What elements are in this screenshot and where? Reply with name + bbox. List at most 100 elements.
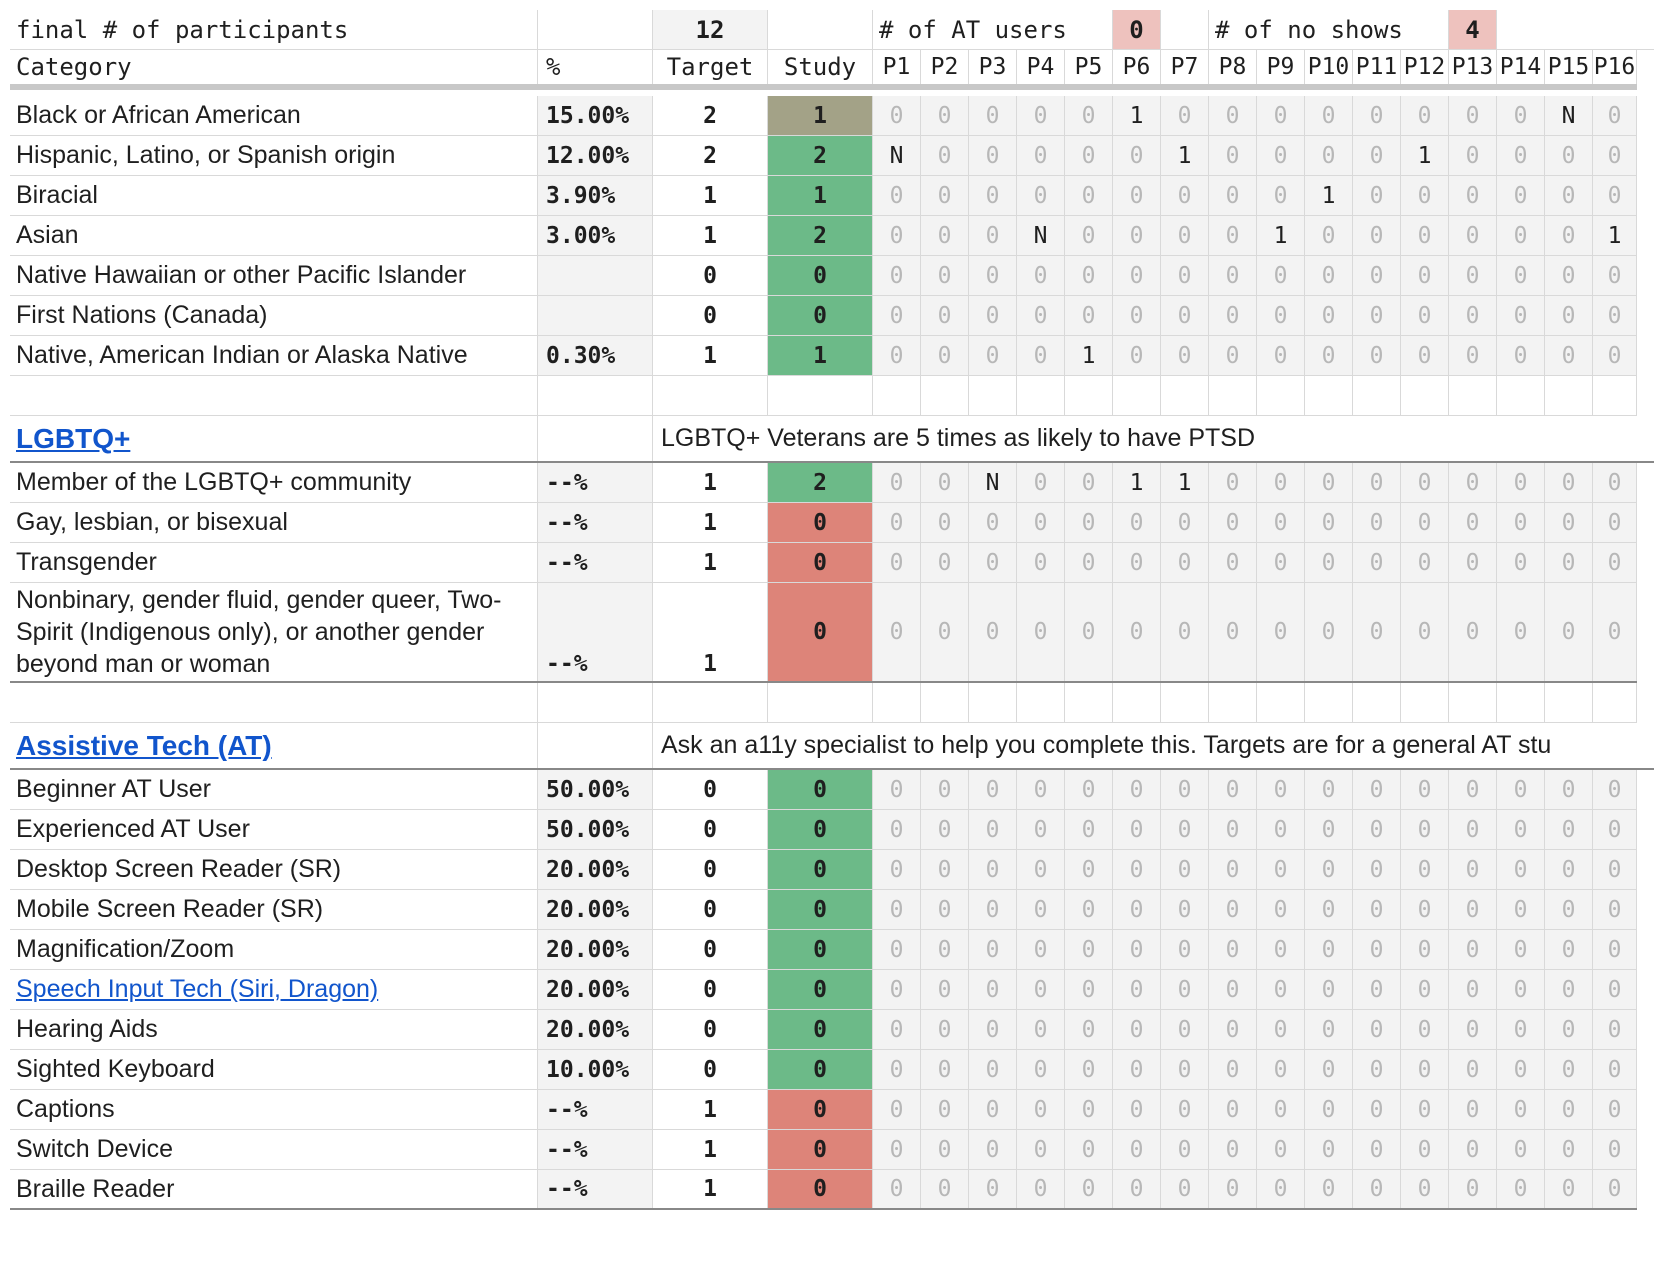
empty-cell[interactable] [1449,376,1497,415]
participant-cell-p1[interactable]: 0 [873,583,921,681]
participant-cell-p3[interactable]: 0 [969,970,1017,1009]
participant-cell-p3[interactable]: N [969,463,1017,502]
participant-cell-p15[interactable]: 0 [1545,1050,1593,1089]
participant-cell-p6[interactable]: 0 [1113,930,1161,969]
participant-cell-p2[interactable]: 0 [921,770,969,809]
participant-cell-p2[interactable]: 0 [921,850,969,889]
pct-cell[interactable]: 20.00% [538,1010,653,1049]
participant-cell-p10[interactable]: 0 [1305,1170,1353,1208]
pct-cell[interactable]: 0.30% [538,336,653,375]
participant-cell-p15[interactable]: 0 [1545,463,1593,502]
participant-cell-p13[interactable]: 0 [1449,850,1497,889]
participant-cell-p15[interactable]: 0 [1545,336,1593,375]
participant-cell-p2[interactable]: 0 [921,463,969,502]
empty-cell[interactable] [969,683,1017,722]
summary-empty-cell-3[interactable] [1161,10,1209,49]
category-cell[interactable]: Member of the LGBTQ+ community [10,463,538,502]
participant-cell-p11[interactable]: 0 [1353,810,1401,849]
participant-cell-p5[interactable]: 0 [1065,503,1113,542]
participant-cell-p7[interactable]: 0 [1161,216,1209,255]
participant-cell-p12[interactable]: 0 [1401,1130,1449,1169]
participant-cell-p8[interactable]: 0 [1209,96,1257,135]
participant-cell-p14[interactable]: 0 [1497,1090,1545,1129]
empty-cell[interactable] [1065,376,1113,415]
participant-cell-p7[interactable]: 0 [1161,1090,1209,1129]
participant-cell-p4[interactable]: 0 [1017,136,1065,175]
participant-cell-p12[interactable]: 0 [1401,543,1449,582]
target-cell[interactable]: 0 [653,810,768,849]
participant-cell-p4[interactable]: 0 [1017,503,1065,542]
participant-cell-p7[interactable]: 1 [1161,463,1209,502]
participant-cell-p13[interactable]: 0 [1449,1170,1497,1208]
empty-cell[interactable] [873,683,921,722]
pct-cell[interactable]: --% [538,1130,653,1169]
participant-cell-p16[interactable]: 0 [1593,136,1637,175]
participant-cell-p15[interactable]: 0 [1545,176,1593,215]
participant-cell-p12[interactable]: 0 [1401,1010,1449,1049]
participant-cell-p15[interactable]: 0 [1545,256,1593,295]
empty-cell[interactable] [1209,683,1257,722]
participant-cell-p10[interactable]: 0 [1305,770,1353,809]
study-cell[interactable]: 0 [768,810,873,849]
participant-cell-p12[interactable]: 0 [1401,810,1449,849]
participant-cell-p5[interactable]: 0 [1065,930,1113,969]
participant-cell-p8[interactable]: 0 [1209,543,1257,582]
target-cell[interactable]: 0 [653,890,768,929]
study-cell[interactable]: 0 [768,1130,873,1169]
empty-cell[interactable] [538,416,653,461]
participant-cell-p10[interactable]: 0 [1305,216,1353,255]
empty-cell[interactable] [1017,683,1065,722]
participant-cell-p12[interactable]: 0 [1401,890,1449,929]
participant-cell-p14[interactable]: 0 [1497,256,1545,295]
participant-cell-p10[interactable]: 0 [1305,1090,1353,1129]
participant-cell-p16[interactable]: 0 [1593,1010,1637,1049]
header-participant-2[interactable]: P2 [921,50,969,84]
participant-cell-p11[interactable]: 0 [1353,1170,1401,1208]
participant-cell-p6[interactable]: 0 [1113,296,1161,335]
participant-cell-p16[interactable]: 0 [1593,503,1637,542]
participant-cell-p5[interactable]: 1 [1065,336,1113,375]
participant-cell-p3[interactable]: 0 [969,1050,1017,1089]
category-cell[interactable]: Native, American Indian or Alaska Native [10,336,538,375]
participant-cell-p5[interactable]: 0 [1065,463,1113,502]
participant-cell-p1[interactable]: 0 [873,890,921,929]
header-participant-13[interactable]: P13 [1449,50,1497,84]
participant-cell-p8[interactable]: 0 [1209,256,1257,295]
empty-cell[interactable] [1545,683,1593,722]
participant-cell-p3[interactable]: 0 [969,1090,1017,1129]
participant-cell-p6[interactable]: 0 [1113,583,1161,681]
participant-cell-p4[interactable]: 0 [1017,1170,1065,1208]
study-cell[interactable]: 0 [768,256,873,295]
pct-cell[interactable]: 10.00% [538,1050,653,1089]
participant-cell-p1[interactable]: 0 [873,176,921,215]
participant-cell-p2[interactable]: 0 [921,503,969,542]
summary-empty-cell-2[interactable] [768,10,873,49]
category-cell[interactable]: Desktop Screen Reader (SR) [10,850,538,889]
participant-cell-p14[interactable]: 0 [1497,890,1545,929]
empty-cell[interactable] [538,683,653,722]
empty-cell[interactable] [1401,683,1449,722]
participant-cell-p14[interactable]: 0 [1497,136,1545,175]
participant-cell-p9[interactable]: 0 [1257,96,1305,135]
participant-cell-p13[interactable]: 0 [1449,336,1497,375]
category-cell[interactable]: Magnification/Zoom [10,930,538,969]
target-cell[interactable]: 1 [653,463,768,502]
participant-cell-p12[interactable]: 1 [1401,136,1449,175]
participant-cell-p1[interactable]: 0 [873,1170,921,1208]
participant-cell-p15[interactable]: 0 [1545,543,1593,582]
section-title-link[interactable]: Assistive Tech (AT) [16,729,272,761]
participant-cell-p6[interactable]: 0 [1113,503,1161,542]
empty-cell[interactable] [538,376,653,415]
participant-cell-p1[interactable]: 0 [873,1050,921,1089]
header-study[interactable]: Study [768,50,873,84]
participant-cell-p5[interactable]: 0 [1065,1010,1113,1049]
empty-cell[interactable] [1305,376,1353,415]
target-cell[interactable]: 2 [653,96,768,135]
participant-cell-p8[interactable]: 0 [1209,296,1257,335]
target-cell[interactable]: 0 [653,930,768,969]
pct-cell[interactable]: --% [538,503,653,542]
participant-cell-p2[interactable]: 0 [921,136,969,175]
target-cell[interactable]: 0 [653,850,768,889]
participant-cell-p16[interactable]: 0 [1593,1090,1637,1129]
target-cell[interactable]: 0 [653,296,768,335]
